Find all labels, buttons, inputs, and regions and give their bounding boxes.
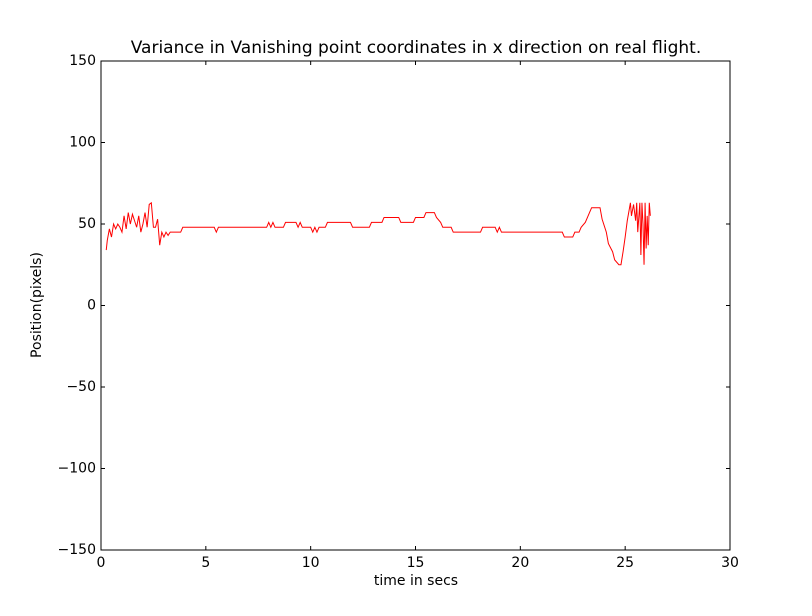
x-tick-label: 0	[97, 555, 106, 571]
data-line	[105, 201, 651, 266]
y-axis-label: Position(pixels)	[29, 252, 45, 358]
plot-frame	[100, 60, 731, 551]
x-tick-label: 20	[511, 555, 529, 571]
x-tick-label: 25	[616, 555, 634, 571]
y-tick-label: 100	[69, 135, 96, 151]
y-tick-label: −100	[58, 461, 96, 477]
chart-title: Variance in Vanishing point coordinates …	[131, 38, 702, 58]
x-tick-label: 5	[201, 555, 210, 571]
y-tick-label: 0	[87, 298, 96, 314]
y-tick-label: −150	[58, 542, 96, 558]
y-tick-label: −50	[66, 379, 96, 395]
x-tick-label: 15	[407, 555, 425, 571]
y-tick-label: 150	[69, 53, 96, 69]
y-tick-label: 50	[78, 216, 96, 232]
x-tick-label: 30	[721, 555, 739, 571]
x-tick-label: 10	[302, 555, 320, 571]
x-axis-label: time in secs	[374, 573, 458, 589]
